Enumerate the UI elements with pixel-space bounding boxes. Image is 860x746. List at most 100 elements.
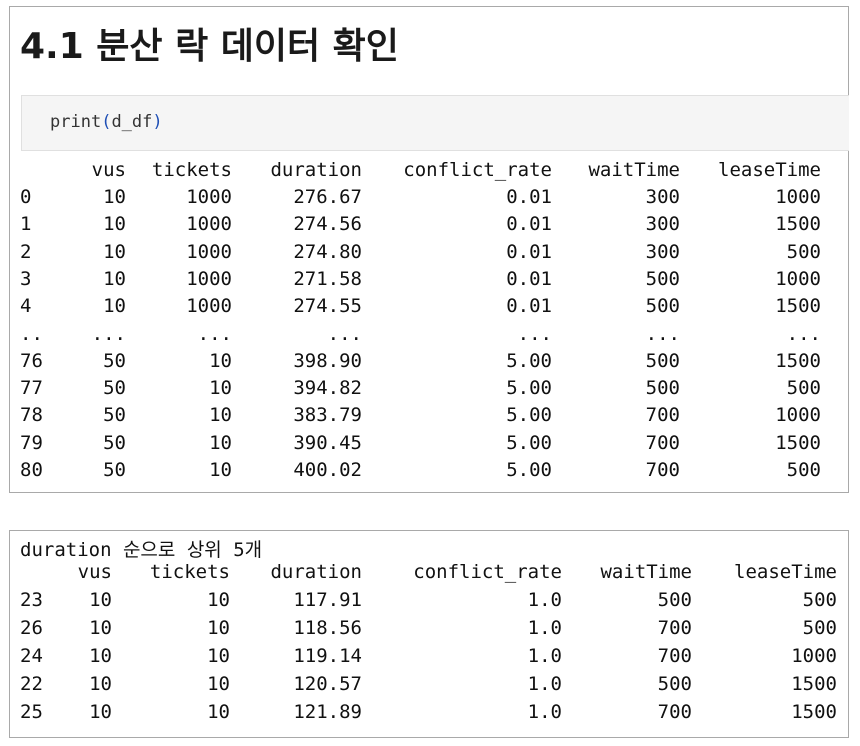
row-index: 0 [20, 186, 32, 208]
cell-tickets: 10 [209, 404, 232, 427]
table-row: 23 10 10 117.91 1.0 500 500 [10, 589, 848, 615]
cell-leasetime: 1000 [775, 186, 821, 208]
cell-tickets: 1000 [186, 267, 232, 290]
header-conflict-rate: conflict_rate [403, 159, 552, 181]
code-function: print [50, 112, 102, 132]
cell-waittime: 500 [645, 267, 680, 290]
cell-tickets: 10 [207, 673, 230, 695]
table-row: 2 10 1000 274.80 0.01 300 500 [10, 241, 848, 267]
table-header-row: vus tickets duration conflict_rate waitT… [10, 159, 848, 185]
cell-leasetime: 1000 [775, 267, 821, 290]
table-row: 79 50 10 390.45 5.00 700 1500 [10, 432, 848, 458]
header-conflict-rate: conflict_rate [413, 561, 562, 583]
row-index: 80 [20, 459, 43, 481]
cell-waittime: 500 [645, 377, 680, 400]
cell-conflict-rate: 1.0 [527, 701, 562, 723]
cell-duration: 398.90 [293, 349, 362, 372]
table-row: 77 50 10 394.82 5.00 500 500 [10, 377, 848, 403]
cell-waittime: 700 [645, 459, 680, 481]
row-index: 25 [20, 701, 43, 723]
header-duration: duration [270, 561, 362, 583]
cell-vus: 10 [89, 701, 112, 723]
cell-tickets: 10 [209, 431, 232, 454]
cell-vus: 10 [103, 186, 126, 208]
cell-leasetime: 1500 [791, 673, 837, 695]
row-index: 78 [20, 404, 43, 427]
cell-conflict-rate: 5.00 [506, 404, 552, 427]
row-index: 3 [20, 267, 32, 290]
header-leasetime: leaseTime [734, 561, 837, 583]
cell-duration: 400.02 [293, 459, 362, 481]
row-index: 22 [20, 673, 43, 695]
header-tickets: tickets [151, 159, 232, 181]
sorted-output-panel: duration 순으로 상위 5개 vus tickets duration … [9, 530, 849, 738]
cell-vus: 50 [103, 431, 126, 454]
table-row: 22 10 10 120.57 1.0 500 1500 [10, 673, 848, 699]
cell-waittime: 500 [657, 673, 692, 695]
row-index: .. [20, 322, 43, 345]
cell-duration: 274.55 [293, 295, 362, 318]
cell-vus: 10 [89, 645, 112, 667]
cell-duration: 120.57 [293, 673, 362, 695]
cell-vus: 10 [89, 589, 112, 611]
header-duration: duration [270, 159, 362, 181]
row-index: 23 [20, 589, 43, 611]
cell-vus: 10 [103, 213, 126, 236]
cell-leasetime: 1500 [775, 213, 821, 236]
cell-conflict-rate: 0.01 [506, 295, 552, 318]
cell-leasetime: 500 [802, 589, 837, 611]
cell-tickets: ... [197, 322, 232, 345]
cell-conflict-rate: 1.0 [527, 645, 562, 667]
cell-tickets: 1000 [186, 186, 232, 208]
code-cell[interactable]: print(d_df) [21, 95, 849, 151]
table-row: 80 50 10 400.02 5.00 700 500 [10, 459, 848, 485]
row-index: 26 [20, 617, 43, 639]
cell-vus: 10 [103, 295, 126, 318]
cell-leasetime: 1000 [775, 404, 821, 427]
cell-conflict-rate: 0.01 [506, 240, 552, 263]
table-row: 25 10 10 121.89 1.0 700 1500 [10, 701, 848, 727]
table-header-row: vus tickets duration conflict_rate waitT… [10, 561, 848, 587]
cell-leasetime: 500 [802, 617, 837, 639]
cell-vus: 50 [103, 377, 126, 400]
table-row: 26 10 10 118.56 1.0 700 500 [10, 617, 848, 643]
row-index: 79 [20, 431, 43, 454]
header-leasetime: leaseTime [718, 159, 821, 181]
table-row: .................... [10, 323, 848, 349]
cell-conflict-rate: 1.0 [527, 589, 562, 611]
cell-duration: 119.14 [293, 645, 362, 667]
cell-vus: 50 [103, 349, 126, 372]
output-caption: duration 순으로 상위 5개 [20, 539, 263, 561]
code-argument: d_df [111, 112, 153, 132]
row-index: 77 [20, 377, 43, 400]
row-index: 4 [20, 295, 32, 318]
cell-leasetime: 500 [786, 377, 821, 400]
cell-tickets: 10 [209, 377, 232, 400]
cell-tickets: 1000 [186, 295, 232, 318]
table-row: 4 10 1000 274.55 0.01 500 1500 [10, 295, 848, 321]
header-tickets: tickets [149, 561, 230, 583]
notebook-output-panel: 4.1 분산 락 데이터 확인 print(d_df) vus tickets … [9, 6, 849, 493]
cell-duration: 121.89 [293, 701, 362, 723]
cell-duration: 383.79 [293, 404, 362, 427]
cell-leasetime: 500 [786, 240, 821, 263]
cell-leasetime: 1500 [775, 295, 821, 318]
cell-waittime: 300 [645, 186, 680, 208]
cell-tickets: 10 [209, 349, 232, 372]
section-heading: 4.1 분산 락 데이터 확인 [20, 26, 399, 67]
code-close-paren: ) [152, 112, 163, 132]
table-row: 24 10 10 119.14 1.0 700 1000 [10, 645, 848, 671]
cell-duration: ... [327, 322, 362, 345]
cell-waittime: 500 [645, 295, 680, 318]
cell-waittime: 700 [657, 701, 692, 723]
cell-conflict-rate: 0.01 [506, 267, 552, 290]
cell-vus: 10 [89, 673, 112, 695]
header-waittime: waitTime [600, 561, 692, 583]
cell-waittime: 500 [645, 349, 680, 372]
cell-waittime: 500 [657, 589, 692, 611]
dataframe-output: vus tickets duration conflict_rate waitT… [10, 159, 848, 489]
cell-conflict-rate: 5.00 [506, 431, 552, 454]
cell-duration: 118.56 [293, 617, 362, 639]
cell-waittime: 300 [645, 213, 680, 236]
cell-waittime: 700 [657, 617, 692, 639]
